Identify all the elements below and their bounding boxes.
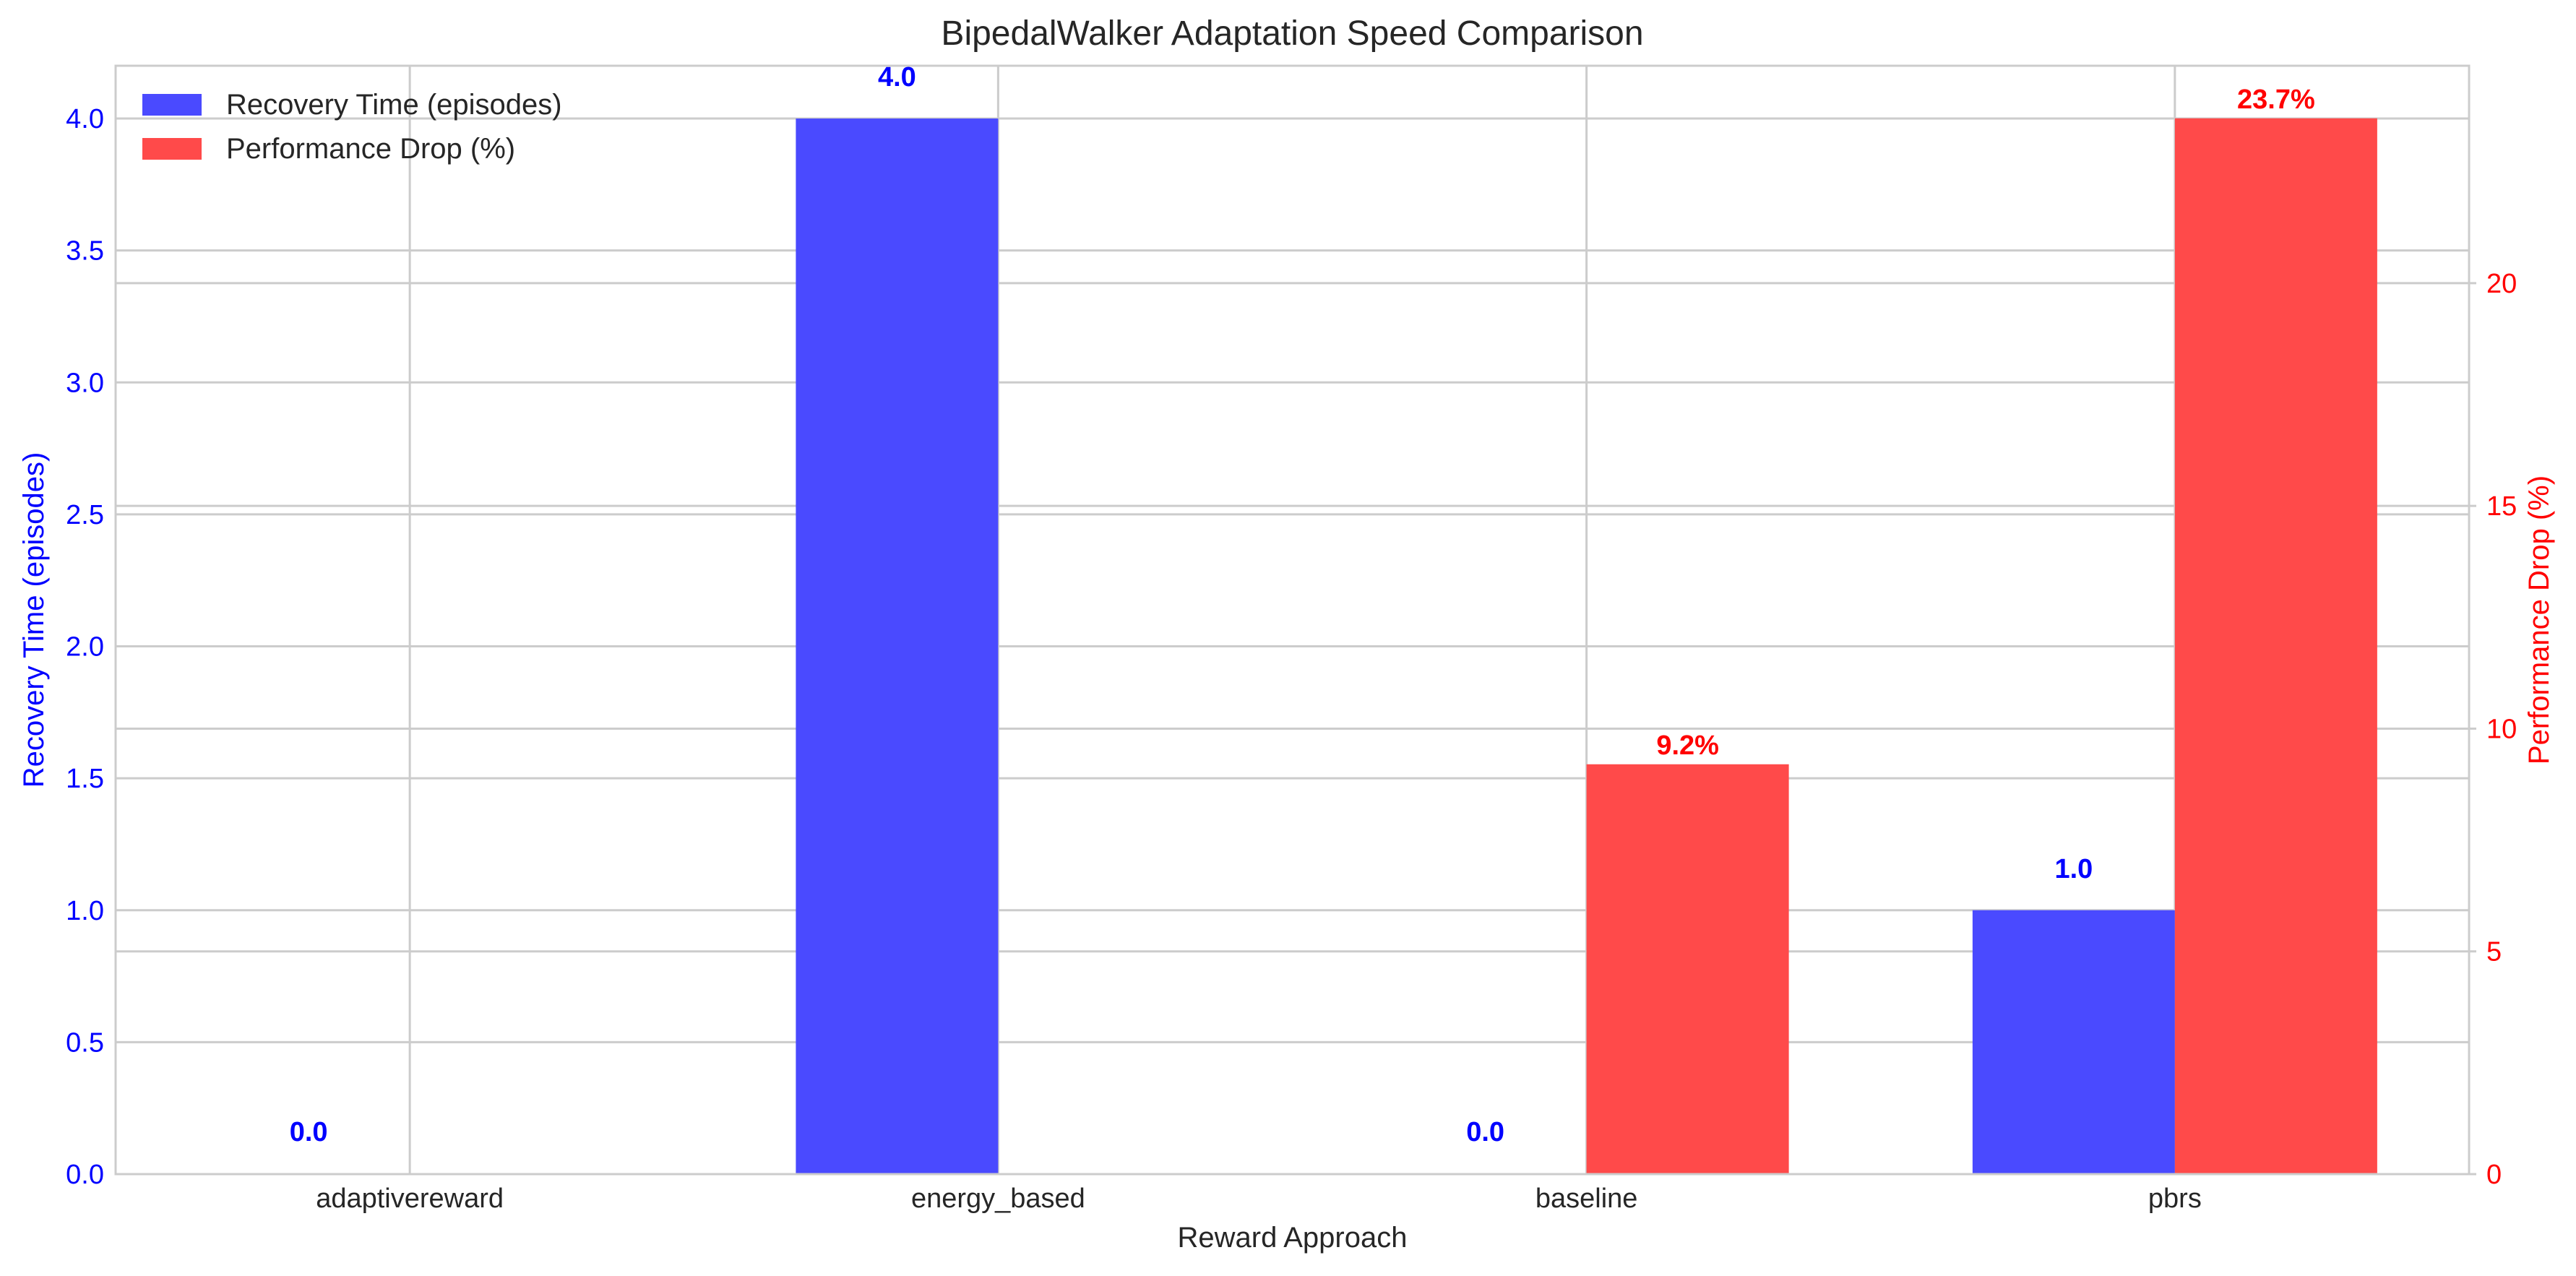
bar-labels: 0.0 4.0 0.0 9.2% 1.0 23.7%: [290, 62, 2315, 1147]
legend: Recovery Time (episodes) Performance Dro…: [142, 89, 562, 165]
y-left-tick-label: 1.0: [66, 896, 104, 926]
y-left-tick-label: 3.0: [66, 368, 104, 398]
x-tick-label: baseline: [1535, 1184, 1638, 1214]
bar-label-recovery-time: 1.0: [2054, 854, 2093, 884]
y-left-tick-label: 1.5: [66, 764, 104, 794]
y-left-tick-label: 0.5: [66, 1027, 104, 1058]
bar-performance-drop: [1586, 764, 1789, 1174]
y-axis-right-label: Performance Drop (%): [2523, 475, 2555, 764]
bars: [796, 118, 2377, 1175]
y-left-tick-label: 4.0: [66, 104, 104, 134]
bar-label-recovery-time: 0.0: [1466, 1117, 1504, 1147]
bar-performance-drop: [2174, 118, 2377, 1174]
x-tick-label: pbrs: [2148, 1184, 2202, 1214]
y-left-tick-label: 2.0: [66, 632, 104, 663]
bar-label-performance-drop: 9.2%: [1656, 730, 1719, 761]
ticks: 0.0 0.5 1.0 1.5 2.0 2.5 3.0 3.5 4.0 0 5 10 15 20 adapt…: [66, 104, 2517, 1214]
y-axis-left-label: Recovery Time (episodes): [18, 452, 50, 788]
legend-label-recovery-time: Recovery Time (episodes): [226, 89, 562, 121]
y-right-tick-label: 5: [2486, 937, 2502, 967]
bar-recovery-time: [1972, 910, 2175, 1174]
bar-label-recovery-time: 0.0: [290, 1117, 328, 1147]
legend-label-performance-drop: Performance Drop (%): [226, 133, 515, 165]
y-right-tick-label: 15: [2486, 491, 2517, 522]
x-tick-label: energy_based: [911, 1184, 1085, 1214]
y-right-tick-label: 0: [2486, 1160, 2502, 1190]
bar-label-performance-drop: 23.7%: [2237, 85, 2315, 115]
legend-swatch-recovery-time: [142, 94, 202, 116]
bar-label-recovery-time: 4.0: [878, 62, 916, 92]
x-axis-label: Reward Approach: [1178, 1222, 1408, 1254]
legend-swatch-performance-drop: [142, 138, 202, 160]
x-tick-label: adaptivereward: [316, 1184, 504, 1214]
y-left-tick-label: 0.0: [66, 1160, 104, 1190]
y-right-tick-label: 20: [2486, 269, 2517, 299]
chart-title: BipedalWalker Adaptation Speed Compariso…: [941, 14, 1643, 53]
y-left-tick-label: 2.5: [66, 500, 104, 530]
plot-frame: [114, 64, 2471, 1176]
y-left-tick-label: 3.5: [66, 236, 104, 267]
bar-recovery-time: [796, 118, 999, 1175]
y-right-tick-label: 10: [2486, 714, 2517, 744]
